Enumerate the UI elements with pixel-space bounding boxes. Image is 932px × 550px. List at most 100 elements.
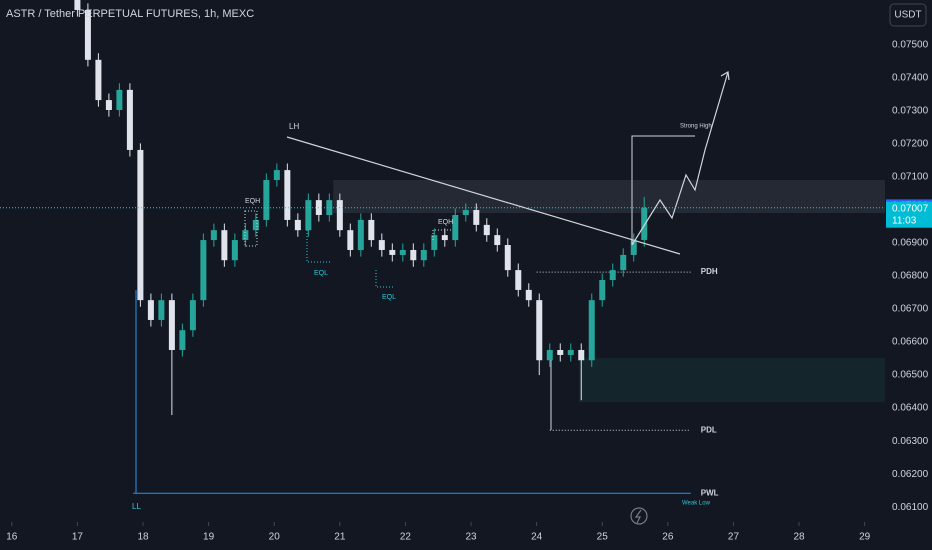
projection-path [631, 71, 729, 246]
y-tick-label: 0.06100 [892, 502, 929, 513]
x-tick-label: 17 [72, 532, 84, 543]
annotation: EQH [245, 198, 260, 205]
annotation: Strong High [680, 124, 712, 130]
y-tick-label: 0.06600 [892, 337, 929, 348]
annotation: Weak Low [682, 501, 711, 507]
levels: PDH PDL PWL [133, 267, 719, 497]
candle-body [95, 59, 102, 101]
candle-body [357, 219, 364, 250]
level-label: PWL [701, 488, 719, 497]
candle-body [158, 300, 165, 320]
y-tick-label: 0.06700 [892, 304, 929, 315]
candle-body [494, 235, 501, 246]
candle-body [284, 170, 291, 220]
candle-body [252, 219, 259, 231]
candle-body [126, 89, 133, 150]
trendline [286, 136, 681, 255]
annotation: LH [289, 122, 299, 131]
candle-body [410, 249, 417, 261]
candle-body [536, 300, 543, 361]
candle-body [525, 289, 532, 301]
candle-body [515, 270, 522, 290]
y-tick-label: 0.07200 [892, 139, 929, 150]
y-tick-label: 0.06500 [892, 370, 929, 381]
candle-body [368, 219, 375, 241]
candle-body [546, 350, 553, 361]
y-tick-label: 0.06800 [892, 271, 929, 282]
candle-body [200, 240, 207, 301]
candle-body [294, 219, 301, 231]
level-label: PDL [701, 425, 717, 434]
y-tick-label: 0.07300 [892, 106, 929, 117]
zone [579, 357, 885, 403]
candle-body [399, 249, 406, 255]
candle-body [116, 89, 123, 110]
x-tick-label: 25 [597, 532, 609, 543]
candle-body [431, 235, 438, 250]
candle-body [168, 300, 175, 351]
candle-body [336, 200, 343, 231]
y-tick-label: 0.06400 [892, 403, 929, 414]
y-tick-label: 0.06300 [892, 436, 929, 447]
y-tick-label: 0.07400 [892, 73, 929, 84]
candle-body [630, 240, 637, 255]
candle-body [347, 230, 354, 250]
candle-body [641, 207, 648, 241]
currency-label[interactable]: USDT [894, 10, 921, 21]
candle-body [483, 224, 490, 236]
countdown: 11:03 [892, 215, 917, 226]
y-tick-label: 0.06200 [892, 469, 929, 480]
candle-body [84, 9, 91, 60]
y-tick-label: 0.06900 [892, 238, 929, 249]
candle-body [557, 350, 564, 355]
x-tick-label: 26 [662, 532, 674, 543]
candle-body [567, 350, 574, 355]
candle-body [105, 100, 112, 110]
y-tick-label: 0.07100 [892, 172, 929, 183]
candle-body [74, 0, 81, 10]
candle-body [599, 280, 606, 301]
candle-body [578, 350, 585, 361]
x-tick-label: 23 [465, 532, 477, 543]
candle-body [273, 170, 280, 180]
annotation: LL [132, 502, 141, 511]
candle-body [473, 210, 480, 225]
eqh-box [432, 229, 452, 240]
eqh-box [244, 210, 258, 247]
currency-button[interactable] [889, 3, 927, 27]
candle-body [263, 179, 270, 220]
candle-body [441, 235, 448, 241]
candle-body [588, 300, 595, 361]
x-tick-label: 29 [859, 532, 871, 543]
strong-high-line [631, 135, 695, 245]
level-label: PDH [701, 267, 718, 276]
candle-body [179, 330, 186, 351]
candle-body [389, 249, 396, 255]
bolt-glyph [634, 509, 642, 524]
candle-body [147, 300, 154, 320]
candle-body [210, 230, 217, 241]
x-tick-label: 20 [269, 532, 281, 543]
candle-body [305, 200, 312, 231]
x-tick-label: 19 [203, 532, 215, 543]
x-tick-label: 18 [137, 532, 149, 543]
x-tick-label: 22 [400, 532, 412, 543]
candle-body [221, 230, 228, 261]
candle-body [452, 214, 459, 241]
annotation: EQL [382, 294, 396, 301]
candle-body [326, 200, 333, 215]
candles [74, 0, 648, 416]
candle-body [620, 254, 627, 271]
x-tick-label: 28 [793, 532, 805, 543]
candle-body [609, 270, 616, 281]
x-tick-label: 27 [728, 532, 740, 543]
bolt-icon[interactable] [630, 507, 648, 525]
candle-body [462, 210, 469, 215]
candle-body [504, 245, 511, 271]
chart-title: ASTR / Tether PERPETUAL FUTURES, 1h, MEX… [6, 8, 254, 20]
last-price-label: 0.07007 [892, 203, 929, 214]
candle-body [189, 300, 196, 331]
y-tick-label: 0.07500 [892, 40, 929, 51]
